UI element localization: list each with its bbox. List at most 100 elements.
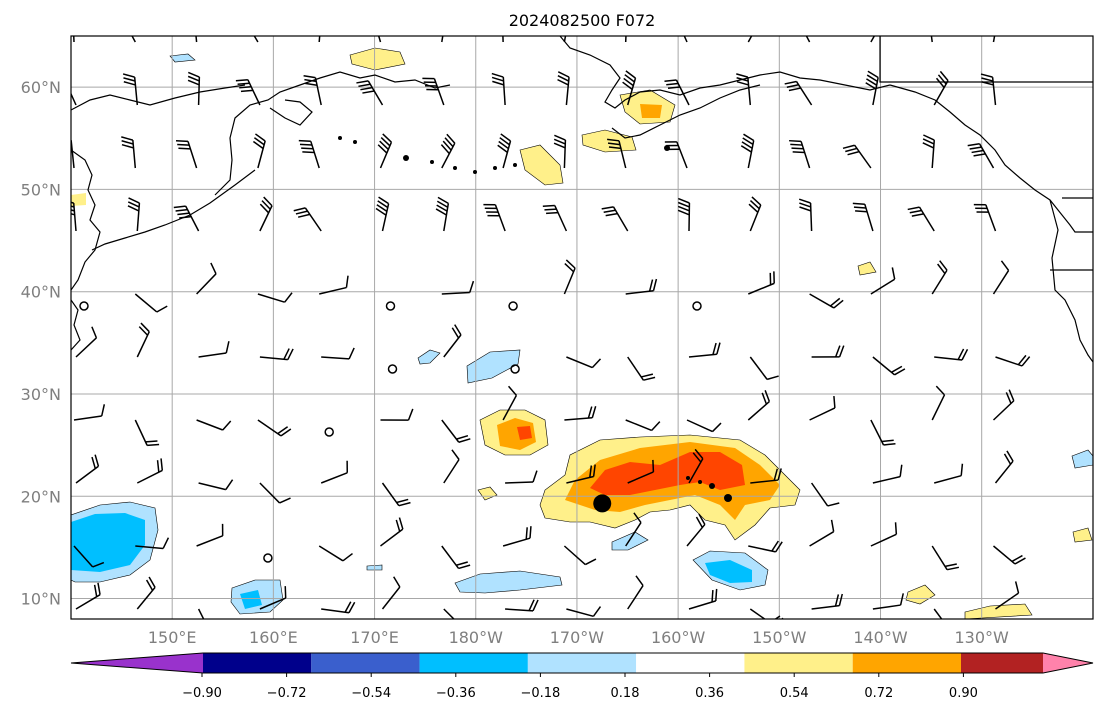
wind-barb	[75, 582, 101, 610]
negative-anomaly-region	[417, 349, 441, 365]
wind-barb	[127, 197, 141, 232]
colorbar-segment	[636, 653, 745, 673]
wind-barb	[870, 419, 896, 446]
wind-barb	[542, 204, 568, 232]
negative-anomaly-region	[240, 590, 262, 609]
wind-barb	[259, 348, 294, 361]
wind-barb	[992, 389, 1015, 421]
wind-barb	[196, 523, 224, 547]
wind-barb	[688, 588, 718, 610]
wind-barb	[865, 70, 879, 106]
wind-barb	[749, 608, 784, 619]
wind-barb	[564, 406, 597, 421]
wind-barb	[625, 278, 658, 295]
wind-barb	[257, 419, 292, 437]
wind-barb	[789, 139, 811, 169]
wind-barb	[263, 553, 273, 563]
wind-barb	[566, 464, 596, 484]
negative-anomaly-region	[705, 560, 752, 583]
wind-barb	[934, 348, 969, 361]
negative-anomaly-region	[1071, 449, 1093, 469]
island	[403, 155, 409, 161]
wind-barb	[601, 206, 629, 232]
latitude-label: 60°N	[21, 78, 61, 97]
wind-barb	[502, 36, 504, 43]
wind-barb	[664, 141, 688, 169]
wind-barb	[321, 601, 356, 614]
longitude-label: 130°W	[955, 628, 1010, 647]
wind-barb	[319, 275, 349, 295]
islands	[338, 136, 732, 502]
wind-barb	[870, 36, 876, 43]
wind-barb	[502, 385, 518, 421]
wind-barb	[380, 517, 404, 547]
latitude-label: 30°N	[21, 385, 61, 404]
positive-anomaly-region	[71, 193, 86, 206]
wind-barb	[195, 36, 198, 43]
coastline	[71, 149, 101, 291]
coastline	[214, 71, 451, 196]
longitude-label: 180°W	[449, 628, 504, 647]
wind-barb	[810, 482, 840, 507]
wind-barb	[872, 593, 904, 610]
island	[353, 140, 357, 144]
wind-barb	[995, 354, 1031, 367]
wind-barb	[508, 301, 518, 311]
wind-barb	[505, 599, 539, 612]
wind-barb	[622, 70, 637, 106]
wind-barb	[293, 207, 322, 232]
wind-barb	[131, 36, 136, 43]
wind-barb	[980, 73, 997, 106]
wind-barb	[563, 36, 567, 43]
negative-anomaly-region	[169, 53, 196, 63]
wind-barb	[121, 136, 137, 169]
colorbar-segment	[527, 653, 637, 673]
island	[493, 166, 497, 170]
wind-barb	[71, 139, 75, 169]
wind-barb	[809, 293, 844, 309]
wind-barb	[931, 545, 960, 571]
latitude-label: 40°N	[21, 283, 61, 302]
wind-barb	[933, 70, 949, 106]
colorbar-tick-label: −0.72	[267, 686, 307, 701]
wind-barb	[122, 73, 139, 106]
wind-barb	[872, 356, 906, 376]
wind-barb	[748, 540, 783, 553]
wind-barb	[136, 322, 150, 358]
map-area	[71, 36, 1093, 619]
wind-barb	[252, 133, 266, 169]
wind-barb	[805, 36, 811, 43]
wind-barb	[136, 458, 164, 484]
wind-barb	[683, 36, 688, 43]
wind-barb	[491, 72, 506, 106]
wind-barb	[692, 301, 702, 311]
colorbar-outline	[70, 652, 1094, 674]
island	[338, 136, 342, 140]
wind-barb	[563, 259, 576, 295]
wind-barb	[627, 575, 644, 610]
wind-barb	[175, 140, 198, 169]
island	[724, 494, 732, 502]
wind-barb	[870, 522, 898, 547]
wind-barb	[381, 482, 411, 507]
longitude-label: 170°E	[350, 628, 399, 647]
coastline	[879, 36, 1093, 83]
longitude-labels: 150°E 160°E 170°E 180°W 170°W 160°W 150°W 140°W…	[148, 628, 1009, 647]
wind-barb	[664, 79, 690, 106]
positive-anomaly-region	[519, 144, 564, 186]
wind-barb	[750, 468, 782, 484]
wind-barb	[688, 448, 704, 484]
wind-barb	[135, 537, 170, 550]
colorbar-segment	[852, 653, 961, 673]
wind-barb	[71, 201, 77, 232]
negative-anomaly-region	[71, 513, 145, 572]
wind-barb	[318, 36, 321, 43]
wind-barb	[740, 133, 755, 169]
coastline	[611, 84, 761, 139]
wind-barb	[422, 77, 445, 106]
wind-barb	[505, 470, 538, 484]
island	[686, 476, 690, 480]
coastlines	[71, 36, 1093, 363]
wind-barb	[173, 205, 200, 232]
map-frame	[70, 35, 1094, 620]
